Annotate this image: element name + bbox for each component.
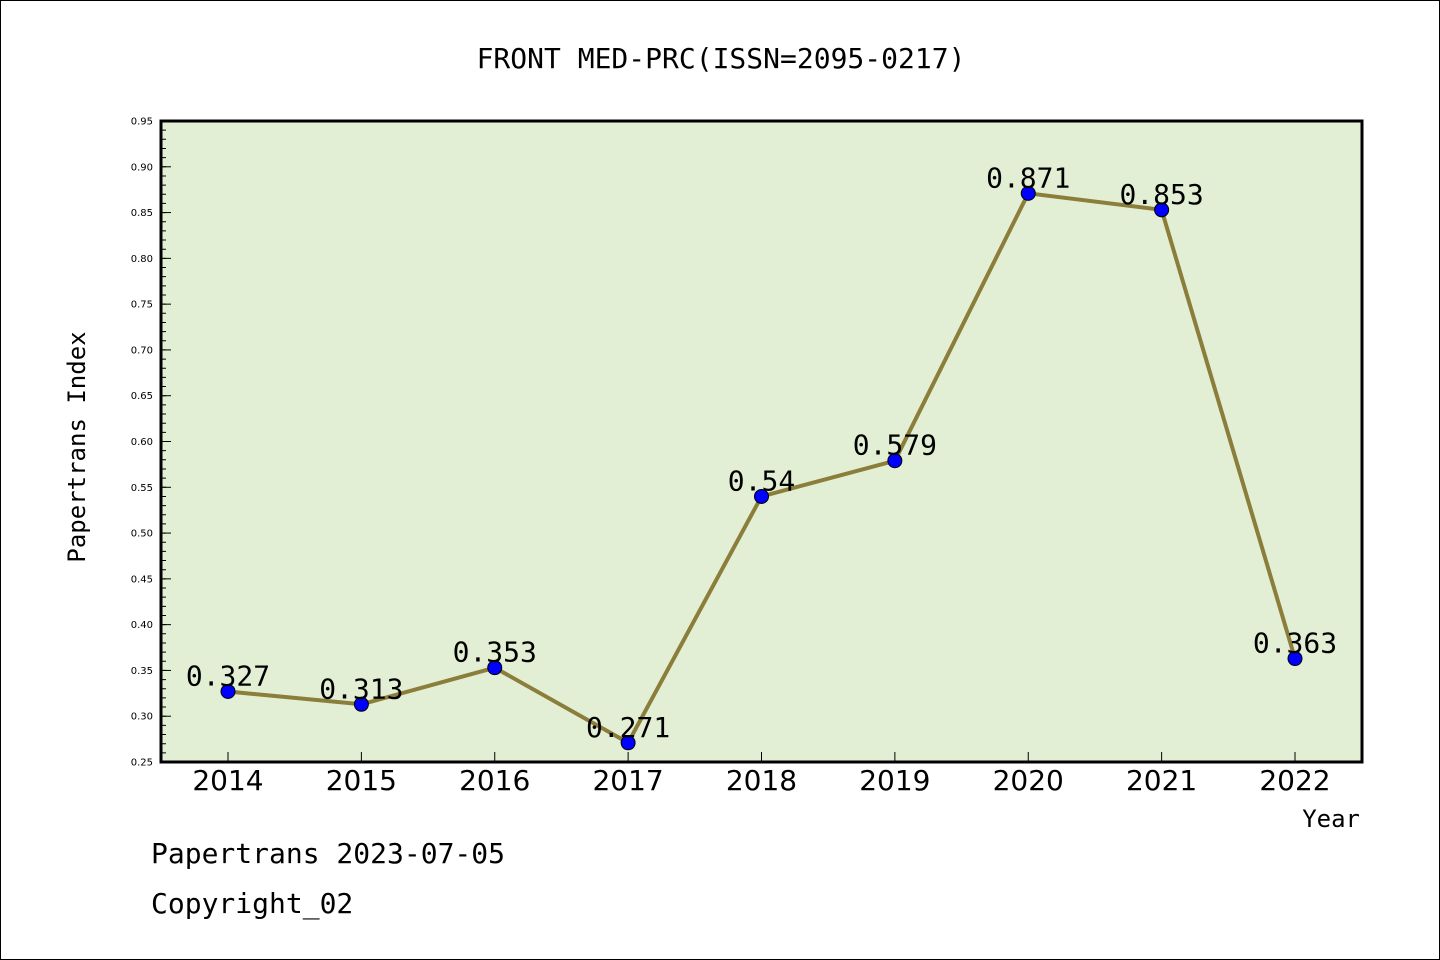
data-label: 0.579 [853, 429, 937, 462]
data-point [1154, 202, 1170, 218]
y-tick-label: 0.65 [131, 391, 153, 402]
y-tick-label: 0.55 [131, 483, 153, 494]
plot-frame [159, 119, 1364, 764]
x-tick-label: 2016 [459, 764, 530, 797]
x-tick-label: 2015 [326, 764, 397, 797]
y-tick-label: 0.50 [131, 529, 153, 540]
x-tick-label: 2019 [859, 764, 930, 797]
y-axis-title: Papertrans Index [63, 331, 91, 562]
y-tick-label: 0.95 [131, 117, 153, 128]
y-tick-label: 0.35 [131, 666, 153, 677]
data-label: 0.327 [186, 659, 270, 692]
x-tick-label: 2021 [1126, 764, 1197, 797]
data-point [220, 683, 236, 699]
y-tick-label: 0.30 [131, 712, 153, 723]
data-label: 0.363 [1253, 627, 1337, 660]
x-tick-label: 2022 [1259, 764, 1330, 797]
data-label: 0.313 [319, 672, 403, 705]
y-tick-label: 0.85 [131, 208, 153, 219]
y-tick-label: 0.70 [131, 345, 153, 356]
y-tick-label: 0.45 [131, 574, 153, 585]
x-tick-label: 2017 [592, 764, 663, 797]
data-label: 0.271 [586, 711, 670, 744]
chart-title: FRONT MED-PRC(ISSN=2095-0217) [477, 42, 966, 75]
x-tick-label: 2014 [192, 764, 263, 797]
data-point [620, 735, 636, 751]
data-point [353, 696, 369, 712]
data-label: 0.54 [728, 464, 795, 497]
data-label: 0.871 [986, 161, 1070, 194]
y-tick-label: 0.60 [131, 437, 153, 448]
y-tick-label: 0.80 [131, 254, 153, 265]
data-label: 0.853 [1119, 178, 1203, 211]
data-point [887, 453, 903, 469]
y-tick-label: 0.25 [131, 758, 153, 769]
data-point [487, 660, 503, 676]
data-point [1020, 185, 1036, 201]
data-point [754, 488, 769, 504]
x-tick-label: 2020 [993, 764, 1064, 797]
y-tick-label: 0.90 [131, 162, 153, 173]
x-tick-label: 2018 [726, 764, 797, 797]
x-axis-title: Year [1302, 805, 1360, 833]
plot-area: 0.25 0.30 0.35 0.40 0.45 0.50 0.55 0.60 0.65 0.70… [131, 117, 1364, 797]
y-tick-label: 0.75 [131, 300, 153, 311]
footer-date: Papertrans 2023-07-05 [151, 837, 506, 870]
y-tick-label: 0.40 [131, 620, 153, 631]
data-point [1287, 651, 1303, 667]
data-label: 0.353 [453, 636, 537, 669]
footer-copyright: Copyright_02 [151, 887, 354, 920]
plot-background [161, 121, 1362, 762]
